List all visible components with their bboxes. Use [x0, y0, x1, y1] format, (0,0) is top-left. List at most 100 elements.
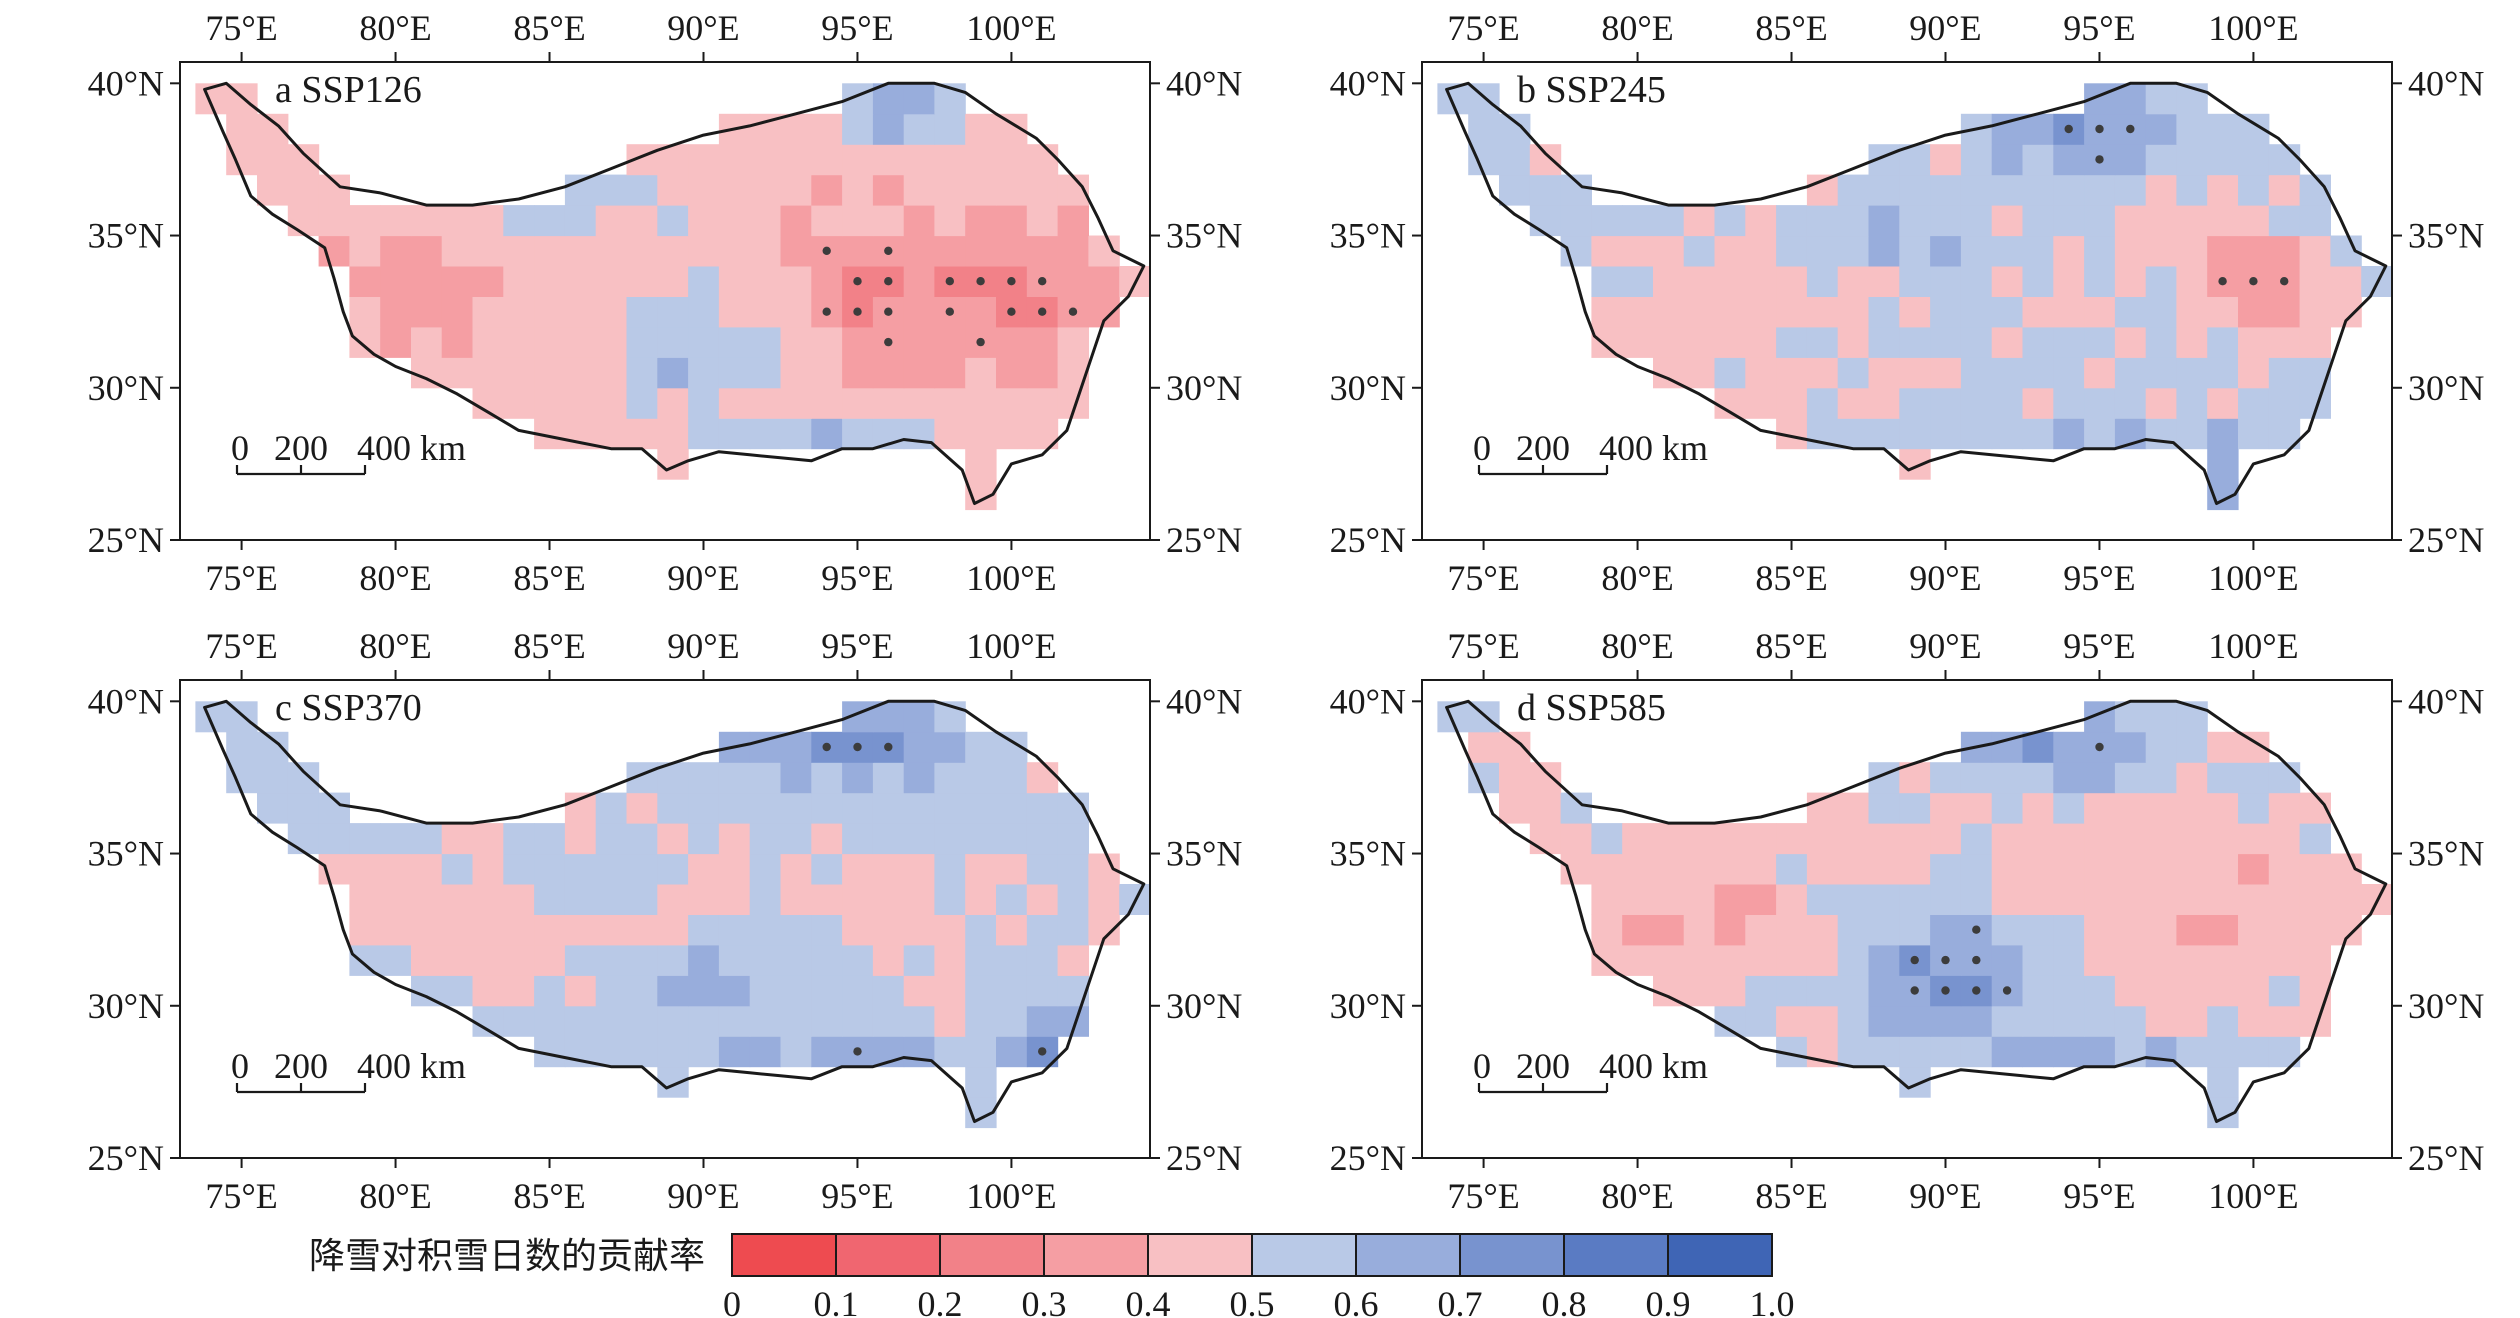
grid-cell	[1899, 326, 1931, 358]
grid-cell	[780, 762, 812, 794]
scale-label-200: 200	[1516, 1046, 1570, 1086]
grid-cell	[2022, 113, 2054, 145]
grid-cell	[1745, 205, 1777, 237]
grid-cell	[411, 326, 443, 358]
grid-cell	[811, 1005, 843, 1037]
grid-cell	[287, 205, 320, 237]
grid-cell	[2145, 792, 2178, 824]
grid-cell	[1560, 174, 1592, 206]
axes: 75°E 75°E 80°E 80°E 85°E 85°E 90°E 90°E 95°E 95°E…	[1330, 626, 2485, 1216]
grid-cell	[626, 914, 658, 946]
grid-cell	[1776, 235, 1808, 267]
grid-cell	[1837, 792, 1870, 824]
grid-cell	[2238, 387, 2270, 419]
grid-cell	[749, 762, 782, 794]
grid-cell	[595, 853, 628, 885]
grid-cell	[2238, 235, 2270, 267]
grid-cell	[903, 83, 936, 115]
grid-cell	[1653, 296, 1685, 328]
grid-cell	[934, 1036, 966, 1068]
grid-cell	[1837, 823, 1870, 855]
grid-cell	[1930, 914, 1962, 946]
grid-cell	[965, 731, 997, 763]
grid-cell	[380, 235, 412, 267]
grid-cell	[749, 975, 782, 1007]
grid-cell	[872, 792, 905, 824]
lat-label-right: 40°N	[2408, 63, 2484, 103]
grid-cell	[1057, 914, 1089, 946]
grid-cell	[534, 357, 566, 389]
grid-cell	[503, 205, 535, 237]
grid-cell	[934, 205, 966, 237]
grid-cell	[872, 113, 905, 145]
grid-cell	[2238, 1036, 2270, 1068]
grid-cell	[441, 235, 474, 267]
grid-cell	[1930, 144, 1962, 176]
grid-cell	[2053, 144, 2085, 176]
grid-cell	[780, 731, 812, 763]
grid-cell	[688, 144, 720, 176]
grid-cell	[595, 266, 628, 297]
grid-cell	[688, 205, 720, 237]
grid-cell	[595, 1036, 628, 1068]
grid-cell	[2207, 1036, 2239, 1068]
grid-cell	[934, 823, 966, 855]
colorbar-tick-label: 0.4	[1126, 1284, 1171, 1318]
grid-cell	[2299, 823, 2331, 855]
grid-cell	[688, 174, 720, 206]
grid-cell	[780, 853, 812, 885]
grid-cell	[688, 914, 720, 946]
grid-cell	[1653, 266, 1685, 297]
grid-cell	[1468, 113, 1500, 145]
grid-cell	[595, 296, 628, 328]
grid-cell	[2176, 975, 2208, 1007]
grid-cell	[1622, 205, 1654, 237]
grid-cell	[780, 387, 812, 419]
grid-cell	[1653, 944, 1685, 976]
grid-cell	[1837, 975, 1870, 1007]
grid-cell	[2114, 205, 2147, 237]
grid-cell	[2084, 235, 2116, 267]
grid-cell	[903, 884, 936, 915]
grid-cell	[1714, 944, 1746, 976]
grid-cell	[626, 387, 658, 419]
significance-dot	[2126, 124, 2135, 134]
grid-cell	[1930, 1005, 1962, 1037]
grid-cell	[1776, 357, 1808, 389]
grid-cell	[903, 1005, 936, 1037]
grid-cell	[811, 205, 843, 237]
grid-cell	[657, 914, 689, 946]
grid-cell	[1776, 823, 1808, 855]
grid-cell	[1057, 823, 1089, 855]
grid-cell	[842, 853, 874, 885]
grid-cell	[2176, 387, 2208, 419]
grid-cell	[1806, 387, 1839, 419]
colorbar-box	[1043, 1233, 1149, 1277]
grid-cell	[1653, 884, 1685, 915]
lon-label-top: 90°E	[1909, 626, 1981, 666]
grid-cell	[1683, 266, 1716, 297]
grid-cell	[1899, 1005, 1931, 1037]
grid-cell	[595, 326, 628, 358]
grid-cell	[349, 235, 381, 267]
axes: 75°E 75°E 80°E 80°E 85°E 85°E 90°E 90°E 95°E 95°E…	[88, 626, 1243, 1216]
grid-cell	[1960, 296, 1993, 328]
grid-cell	[1960, 884, 1993, 915]
grid-cell	[2268, 792, 2301, 824]
panel-label: d SSP585	[1517, 687, 1666, 729]
grid-cell	[503, 235, 535, 267]
panel-label: b SSP245	[1517, 69, 1666, 111]
grid-cell	[2114, 174, 2147, 206]
grid-cell	[1930, 387, 1962, 419]
grid-cell	[903, 1036, 936, 1068]
colorbar-tick-label: 0.6	[1334, 1284, 1379, 1318]
grid-cell	[1683, 914, 1716, 946]
grid-cell	[1622, 853, 1654, 885]
grid-cell	[657, 792, 689, 824]
grid-cell	[2084, 266, 2116, 297]
scale-label-400: 400 km	[357, 428, 466, 468]
scale-bar: 0 200 400 km	[1473, 428, 1708, 476]
grid-cell	[1837, 235, 1870, 267]
grid-cell	[564, 1005, 597, 1037]
grid-cell	[1529, 205, 1562, 237]
